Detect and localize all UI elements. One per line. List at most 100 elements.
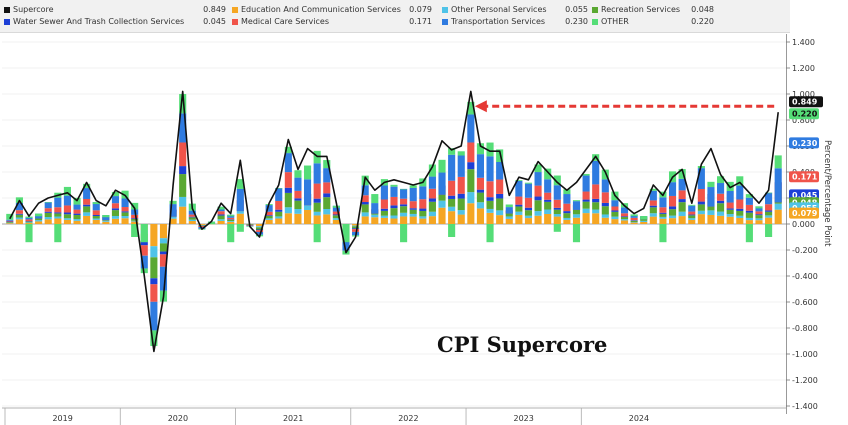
- bar-segment-transport: [188, 210, 196, 215]
- bar-segment-water: [131, 218, 139, 220]
- end-label-text: 0.045: [792, 191, 818, 200]
- bar-segment-education: [236, 213, 244, 224]
- bar-segment-recreation: [476, 192, 484, 203]
- bar-segment-education: [380, 217, 388, 224]
- bar-segment-transport: [265, 205, 273, 212]
- bar-stack-69: [668, 171, 677, 224]
- bar-segment-transport: [390, 186, 398, 197]
- bar-segment-transport: [102, 215, 110, 221]
- bar-segment-education: [179, 206, 187, 224]
- bar-segment-recreation: [294, 200, 302, 210]
- bar-segment-medical: [726, 202, 734, 209]
- bar-stack-9: [92, 202, 100, 224]
- bar-segment-education: [496, 215, 504, 224]
- bar-segment-medical: [294, 190, 302, 199]
- bar-segment-medical: [159, 254, 168, 267]
- bar-stack-47: [457, 151, 465, 224]
- bar-segment-education: [476, 208, 484, 224]
- bar-segment-education: [102, 221, 110, 224]
- bar-segment-other: [755, 206, 763, 209]
- bar-stack-37: [361, 175, 369, 224]
- bar-segment-transport: [688, 205, 696, 212]
- bar-segment-medical: [736, 199, 744, 209]
- bar-segment-recreation: [111, 210, 120, 216]
- bar-segment-education: [544, 213, 552, 224]
- bar-segment-medical: [467, 142, 475, 163]
- bar-segment-medical: [592, 184, 600, 199]
- bar-stack-71: [688, 204, 696, 224]
- bar-segment-medical: [717, 193, 725, 201]
- bar-segment-other: [467, 101, 475, 115]
- bar-segment-water: [457, 193, 465, 199]
- bar-stack-53: [515, 180, 523, 224]
- legend-item-transport: Transportation Services 0.230: [442, 17, 588, 26]
- bar-segment-transport: [121, 198, 129, 208]
- bar-segment-other: [765, 224, 773, 237]
- bar-segment-other: [217, 206, 225, 210]
- bar-segment-other: [572, 200, 581, 202]
- bar-segment-recreation: [572, 207, 581, 215]
- bar-segment-transport: [428, 176, 436, 189]
- bar-segment-education: [150, 224, 158, 247]
- bar-segment-transport: [592, 160, 600, 185]
- bar-segment-education: [534, 215, 542, 224]
- bar-segment-transport: [659, 197, 667, 208]
- year-label-2024: 2024: [629, 414, 649, 423]
- bar-stack-50: [486, 142, 494, 243]
- bar-segment-transport: [726, 191, 734, 203]
- bar-segment-education: [313, 215, 321, 224]
- bar-segment-other: [236, 179, 244, 189]
- bar-stack-29: [284, 146, 292, 224]
- bar-segment-other_personal: [745, 217, 753, 221]
- bar-segment-education: [400, 216, 408, 224]
- bar-segment-recreation: [717, 203, 725, 212]
- bar-segment-medical: [659, 207, 667, 213]
- bar-segment-other_personal: [352, 225, 360, 227]
- bar-segment-water: [611, 210, 619, 212]
- bar-segment-recreation: [649, 207, 657, 214]
- bar-stack-7: [73, 197, 81, 224]
- bar-segment-medical: [448, 180, 456, 196]
- bar-segment-education: [707, 214, 715, 224]
- bar-segment-water: [765, 210, 773, 212]
- bar-segment-recreation: [188, 217, 196, 220]
- bar-segment-education: [736, 217, 744, 224]
- bar-segment-transport: [140, 255, 148, 269]
- bar-segment-education: [668, 218, 677, 224]
- bar-stack-55: [534, 164, 542, 224]
- bar-segment-other: [717, 176, 725, 184]
- bar-segment-medical: [486, 181, 494, 198]
- bar-stack-43: [419, 178, 427, 224]
- bar-segment-other: [63, 186, 71, 196]
- legend-swatch: [592, 6, 598, 13]
- bar-segment-education: [255, 224, 264, 227]
- bar-segment-other_personal: [15, 217, 23, 220]
- bar-segment-medical: [25, 219, 33, 222]
- bar-segment-medical: [668, 195, 677, 207]
- comparison-arrow-head: [474, 100, 487, 113]
- bar-segment-transport: [438, 172, 446, 195]
- bar-stack-45: [438, 159, 446, 224]
- bar-segment-education: [131, 221, 139, 224]
- bar-segment-other_personal: [496, 210, 504, 216]
- bar-segment-other: [515, 180, 523, 181]
- bar-segment-education: [294, 213, 302, 224]
- bar-segment-education: [611, 219, 619, 224]
- bar-segment-other_personal: [102, 220, 110, 222]
- bar-stack-58: [563, 189, 571, 224]
- bar-segment-recreation: [323, 197, 331, 210]
- bar-segment-medical: [476, 177, 484, 190]
- bar-segment-medical: [524, 197, 533, 208]
- bar-segment-recreation: [668, 209, 677, 216]
- bar-segment-education: [6, 223, 14, 224]
- bar-segment-medical: [409, 201, 417, 209]
- bar-segment-medical: [400, 198, 408, 205]
- bar-segment-other_personal: [448, 206, 456, 212]
- bar-segment-medical: [44, 208, 52, 212]
- bar-segment-other_personal: [284, 207, 292, 214]
- bar-segment-transport: [717, 183, 725, 194]
- year-label-2019: 2019: [52, 414, 72, 423]
- y-tick-label: -0.800: [792, 324, 818, 333]
- bar-segment-recreation: [255, 227, 264, 230]
- bar-segment-other_personal: [505, 216, 513, 219]
